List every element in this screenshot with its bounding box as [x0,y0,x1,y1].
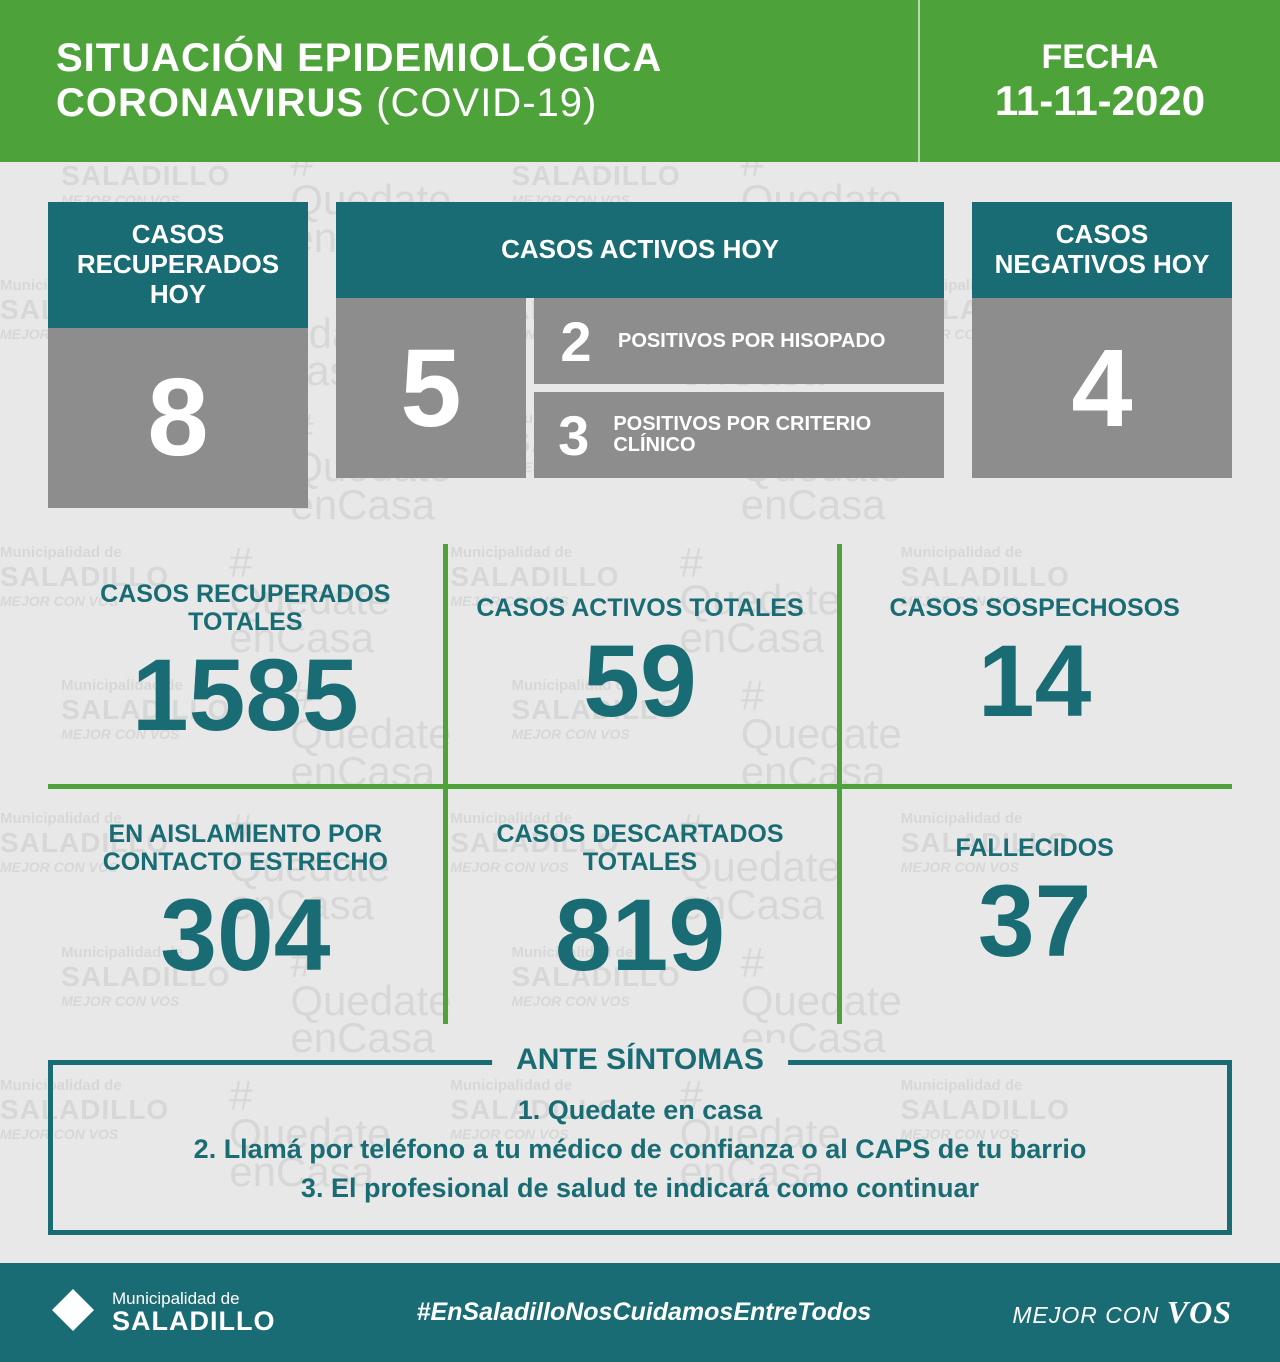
active-sub-clinico-n: 3 [548,403,599,468]
card-active-today: CASOS ACTIVOS HOY 5 2 POSITIVOS POR HISO… [336,202,944,508]
footer-hashtag: #EnSaladilloNosCuidamosEntreTodos [417,1298,872,1327]
totals-section: CASOS RECUPERADOS TOTALES 1585 CASOS ACT… [0,532,1280,1048]
active-sub-clinico: 3 POSITIVOS POR CRITERIO CLÍNICO [534,392,944,478]
instructions-wrap: ANTE SÍNTOMAS 1. Quedate en casa 2. Llam… [0,1048,1280,1263]
footer-brand: Municipalidad de SALADILLO [48,1285,276,1340]
footer-slogan: MEJOR CON VOS [1012,1294,1232,1331]
cell-suspected-value: 14 [978,630,1091,732]
card-negative-today: CASOS NEGATIVOS HOY 4 [972,202,1232,508]
active-sub-clinico-t: POSITIVOS POR CRITERIO CLÍNICO [613,414,930,456]
cell-deaths-value: 37 [978,870,1091,972]
page: SITUACIÓN EPIDEMIOLÓGICA CORONAVIRUS (CO… [0,0,1280,1279]
header-date-block: FECHA 11-11-2020 [920,0,1280,162]
header-title-thin: (COVID-19) [376,81,597,125]
card-negative-today-label: CASOS NEGATIVOS HOY [972,202,1232,298]
brand-top: Municipalidad de [112,1290,276,1308]
cell-deaths-label: FALLECIDOS [955,835,1113,863]
active-sub-hisopado-n: 2 [548,309,604,374]
active-sub-hisopado-t: POSITIVOS POR HISOPADO [618,331,885,352]
cell-isolated: EN AISLAMIENTO POR CONTACTO ESTRECHO 304 [48,784,443,1024]
header-title-block: SITUACIÓN EPIDEMIOLÓGICA CORONAVIRUS (CO… [0,0,920,162]
cell-active-total: CASOS ACTIVOS TOTALES 59 [443,544,838,784]
instructions-line2: 2. Llamá por teléfono a tu médico de con… [83,1130,1197,1169]
header-title-bold: CORONAVIRUS [56,81,364,125]
card-recovered-today-value: 8 [48,328,308,508]
card-negative-today-value: 4 [972,298,1232,478]
cell-recovered-total-value: 1585 [132,644,359,746]
cell-isolated-value: 304 [160,884,330,986]
cell-suspected-label: CASOS SOSPECHOSOS [889,595,1179,623]
gridline-horizontal [48,784,1232,789]
cell-suspected: CASOS SOSPECHOSOS 14 [837,544,1232,784]
header: SITUACIÓN EPIDEMIOLÓGICA CORONAVIRUS (CO… [0,0,1280,162]
cell-discarded: CASOS DESCARTADOS TOTALES 819 [443,784,838,1024]
footer: Municipalidad de SALADILLO #EnSaladilloN… [0,1263,1280,1362]
cell-discarded-value: 819 [555,884,725,986]
brand-bottom: SALADILLO [112,1307,276,1335]
header-title-line1: SITUACIÓN EPIDEMIOLÓGICA [56,36,878,81]
active-sub-hisopado: 2 POSITIVOS POR HISOPADO [534,298,944,384]
cell-deaths: FALLECIDOS 37 [837,784,1232,1024]
date-label: FECHA [1041,38,1158,77]
cell-discarded-label: CASOS DESCARTADOS TOTALES [453,821,828,876]
slogan-pre: MEJOR CON [1012,1302,1159,1328]
today-cards-row: CASOS RECUPERADOS HOY 8 CASOS ACTIVOS HO… [0,162,1280,532]
instructions-line1: 1. Quedate en casa [83,1091,1197,1130]
cell-active-total-label: CASOS ACTIVOS TOTALES [476,595,803,623]
instructions-legend: ANTE SÍNTOMAS [492,1043,788,1077]
instructions-box: ANTE SÍNTOMAS 1. Quedate en casa 2. Llam… [48,1060,1232,1235]
cell-active-total-value: 59 [583,630,696,732]
header-title-line2: CORONAVIRUS (COVID-19) [56,81,878,126]
cell-recovered-total-label: CASOS RECUPERADOS TOTALES [58,581,433,636]
card-recovered-today: CASOS RECUPERADOS HOY 8 [48,202,308,508]
card-recovered-today-label: CASOS RECUPERADOS HOY [48,202,308,328]
date-value: 11-11-2020 [995,77,1205,125]
slogan-em: VOS [1167,1294,1232,1330]
cell-isolated-label: EN AISLAMIENTO POR CONTACTO ESTRECHO [58,821,433,876]
instructions-line3: 3. El profesional de salud te indicará c… [83,1169,1197,1208]
diamond-icon [48,1285,98,1340]
card-active-today-value: 5 [336,298,526,478]
card-active-today-label: CASOS ACTIVOS HOY [336,202,944,298]
cell-recovered-total: CASOS RECUPERADOS TOTALES 1585 [48,544,443,784]
